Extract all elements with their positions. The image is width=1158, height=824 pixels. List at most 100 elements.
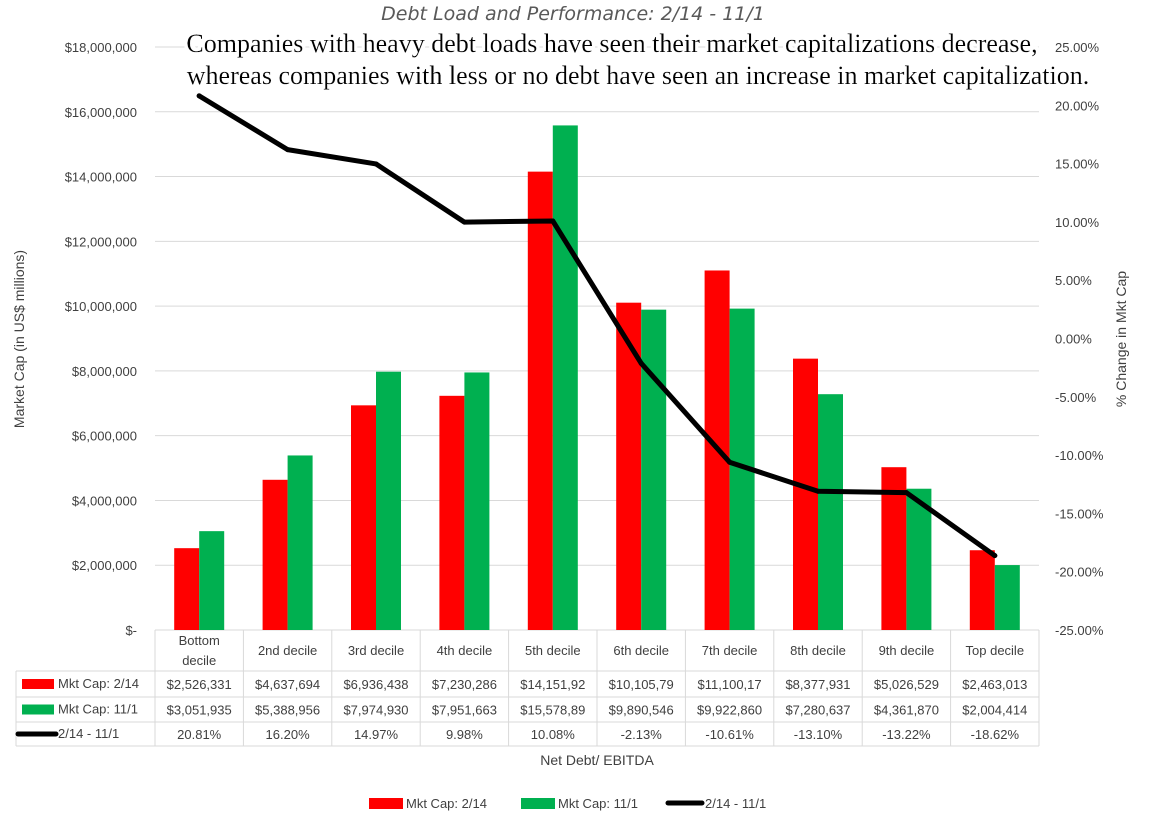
- y-tick-label: $10,000,000: [65, 299, 137, 314]
- bar-mkt-cap-2-14: [262, 479, 288, 630]
- y-axis-title: Market Cap (in US$ millions): [11, 250, 27, 428]
- legend-label: Mkt Cap: 2/14: [406, 796, 487, 811]
- table-cell: $14,151,92: [520, 677, 585, 692]
- table-row-label: 2/14 - 11/1: [58, 726, 119, 741]
- y2-tick-label: -15.00%: [1055, 506, 1104, 521]
- table-cell: $4,361,870: [874, 703, 939, 718]
- y2-tick-label: -25.00%: [1055, 623, 1104, 638]
- bar-mkt-cap-11-1: [994, 565, 1020, 630]
- legend-swatch-mkt-cap-2-14: [369, 798, 403, 809]
- line-point: [638, 360, 644, 366]
- table-cell: 14.97%: [354, 727, 399, 742]
- legend: Mkt Cap: 2/14 Mkt Cap: 11/1 2/14 - 11/1: [369, 796, 766, 811]
- annotation-line-1: Companies with heavy debt loads have see…: [186, 29, 1037, 58]
- bar-mkt-cap-11-1: [641, 309, 667, 630]
- table-cell: $2,004,414: [962, 703, 1027, 718]
- legend-swatch-mkt-cap-11-1: [521, 798, 555, 809]
- table-row-label: Mkt Cap: 2/14: [58, 676, 139, 691]
- table-cell: -2.13%: [621, 727, 663, 742]
- bar-mkt-cap-2-14: [527, 171, 553, 630]
- x-category-label: 7th decile: [702, 643, 758, 658]
- table-cell: $9,922,860: [697, 703, 762, 718]
- table-cell: $5,026,529: [874, 677, 939, 692]
- table-row-label: Mkt Cap: 11/1: [58, 702, 138, 717]
- table-cell: $9,890,546: [609, 703, 674, 718]
- x-category-label: 3rd decile: [348, 643, 404, 658]
- y-tick-label: $16,000,000: [65, 105, 137, 120]
- bar-mkt-cap-2-14: [174, 548, 200, 630]
- x-category-label: 8th decile: [790, 643, 846, 658]
- table-cell: $8,377,931: [785, 677, 850, 692]
- table-key-swatch: [22, 704, 54, 715]
- y2-tick-label: 20.00%: [1055, 98, 1100, 113]
- x-category-label: decile: [182, 653, 216, 668]
- bar-mkt-cap-2-14: [969, 550, 995, 630]
- x-category-label: 2nd decile: [258, 643, 317, 658]
- table-cell: $15,578,89: [520, 703, 585, 718]
- line-point: [815, 488, 821, 494]
- table-cell: -13.10%: [794, 727, 843, 742]
- chart-title: Debt Load and Performance: 2/14 - 11/1: [381, 3, 765, 25]
- y-tick-label: $6,000,000: [72, 429, 137, 444]
- table-cell: $7,951,663: [432, 703, 497, 718]
- bar-mkt-cap-2-14: [616, 302, 642, 630]
- bar-mkt-cap-11-1: [287, 455, 313, 630]
- x-category-label: Bottom: [179, 633, 220, 648]
- table-cell: $2,526,331: [167, 677, 232, 692]
- bar-mkt-cap-2-14: [351, 405, 376, 630]
- y2-tick-label: 25.00%: [1055, 40, 1100, 55]
- bar-mkt-cap-11-1: [906, 488, 932, 630]
- annotation-line-2: whereas companies with less or no debt h…: [187, 61, 1089, 90]
- y2-tick-label: -20.00%: [1055, 565, 1104, 580]
- y-tick-label: $-: [125, 623, 137, 638]
- legend-label: 2/14 - 11/1: [705, 796, 766, 811]
- y2-tick-label: 10.00%: [1055, 215, 1100, 230]
- table-cell: $5,388,956: [255, 703, 320, 718]
- table-cell: 10.08%: [531, 727, 576, 742]
- table-cell: $3,051,935: [167, 703, 232, 718]
- table-cell: -13.22%: [882, 727, 931, 742]
- table-cell: $11,100,17: [698, 677, 762, 692]
- table-cell: 20.81%: [177, 727, 222, 742]
- y2-tick-label: 0.00%: [1055, 332, 1092, 347]
- table-cell: 16.20%: [266, 727, 311, 742]
- y2-tick-label: -5.00%: [1055, 390, 1097, 405]
- bars: [174, 125, 1020, 631]
- line-point: [992, 553, 998, 559]
- y-tick-label: $2,000,000: [72, 558, 137, 573]
- data-table: Bottom decile 2nd decile 3rd decile 4th deci…: [15, 629, 1040, 747]
- line-pct-change: [196, 93, 998, 559]
- y-tick-label: $18,000,000: [65, 40, 137, 55]
- y2-tick-label: -10.00%: [1055, 448, 1104, 463]
- table-cell: $10,105,79: [609, 677, 674, 692]
- y2-tick-label: 15.00%: [1055, 157, 1100, 172]
- x-category-label: 9th decile: [879, 643, 935, 658]
- table-cell: $7,280,637: [785, 703, 850, 718]
- y-tick-label: $14,000,000: [65, 170, 137, 185]
- y-tick-label: $12,000,000: [65, 234, 137, 249]
- axes: $- $2,000,000 $4,000,000 $6,000,000 $8,000,0…: [11, 40, 1129, 768]
- table-cell: $6,936,438: [343, 677, 408, 692]
- line-point: [373, 161, 379, 167]
- x-axis-title: Net Debt/ EBITDA: [540, 752, 654, 768]
- line-point: [550, 218, 556, 224]
- x-category-label: Top decile: [966, 643, 1025, 658]
- bar-mkt-cap-11-1: [552, 125, 578, 631]
- y-tick-label: $4,000,000: [72, 493, 137, 508]
- legend-label: Mkt Cap: 11/1: [558, 796, 638, 811]
- x-category-label: 4th decile: [437, 643, 493, 658]
- bar-mkt-cap-2-14: [793, 358, 818, 630]
- annotation: Companies with heavy debt loads have see…: [186, 29, 1089, 90]
- line-point: [196, 93, 202, 99]
- y2-tick-label: 5.00%: [1055, 273, 1092, 288]
- line-point: [285, 147, 291, 153]
- bar-mkt-cap-11-1: [376, 371, 401, 630]
- bar-mkt-cap-11-1: [464, 372, 490, 630]
- pct-change-line: [196, 93, 998, 559]
- bar-mkt-cap-11-1: [818, 394, 843, 630]
- line-point: [461, 219, 467, 225]
- table-cell: $7,230,286: [432, 677, 497, 692]
- x-category-label: 6th decile: [613, 643, 669, 658]
- table-cell: $2,463,013: [962, 677, 1027, 692]
